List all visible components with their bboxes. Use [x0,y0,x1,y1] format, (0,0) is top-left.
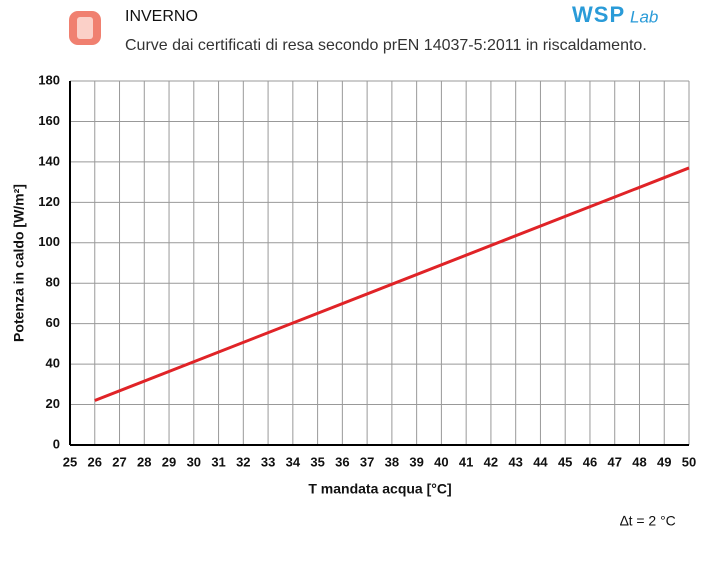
y-tick-label: 120 [38,194,60,209]
subtitle: Curve dai certificati di resa secondo pr… [125,37,647,54]
icon [69,11,101,45]
x-tick-label: 31 [211,454,225,469]
x-tick-label: 26 [88,454,102,469]
x-tick-label: 30 [187,454,201,469]
x-tick-label: 35 [310,454,324,469]
y-tick-label: 100 [38,234,60,249]
x-tick-label: 25 [63,454,77,469]
y-tick-label: 140 [38,153,60,168]
x-tick-label: 50 [682,454,696,469]
x-tick-label: 45 [558,454,572,469]
x-tick-label: 42 [484,454,498,469]
y-tick-label: 180 [38,72,60,87]
annotation: ∆t = 2 °C [620,513,676,529]
x-tick-label: 49 [657,454,671,469]
logo-suffix: Lab [630,7,658,26]
x-tick-label: 27 [112,454,126,469]
title: INVERNO [125,8,198,25]
y-tick-label: 80 [46,275,60,290]
logo: WSP [572,2,625,27]
x-tick-label: 32 [236,454,250,469]
data-line [94,166,690,402]
x-tick-label: 36 [335,454,349,469]
y-tick-label: 40 [46,356,60,371]
x-tick-label: 33 [261,454,275,469]
x-tick-label: 46 [583,454,597,469]
x-tick-label: 29 [162,454,176,469]
y-tick-label: 20 [46,396,60,411]
x-tick-label: 37 [360,454,374,469]
x-tick-label: 41 [459,454,473,469]
y-axis-label: Potenza in caldo [W/m²] [11,184,27,342]
y-tick-label: 60 [46,315,60,330]
x-tick-label: 47 [607,454,621,469]
x-tick-label: 28 [137,454,151,469]
x-axis-label: T mandata acqua [°C] [308,481,451,497]
x-tick-label: 44 [533,454,548,469]
x-tick-label: 39 [409,454,423,469]
x-tick-label: 38 [385,454,399,469]
x-tick-label: 34 [286,454,301,469]
x-tick-label: 43 [508,454,522,469]
y-tick-label: 160 [38,113,60,128]
y-tick-label: 0 [53,436,60,451]
x-tick-label: 48 [632,454,646,469]
x-tick-label: 40 [434,454,448,469]
